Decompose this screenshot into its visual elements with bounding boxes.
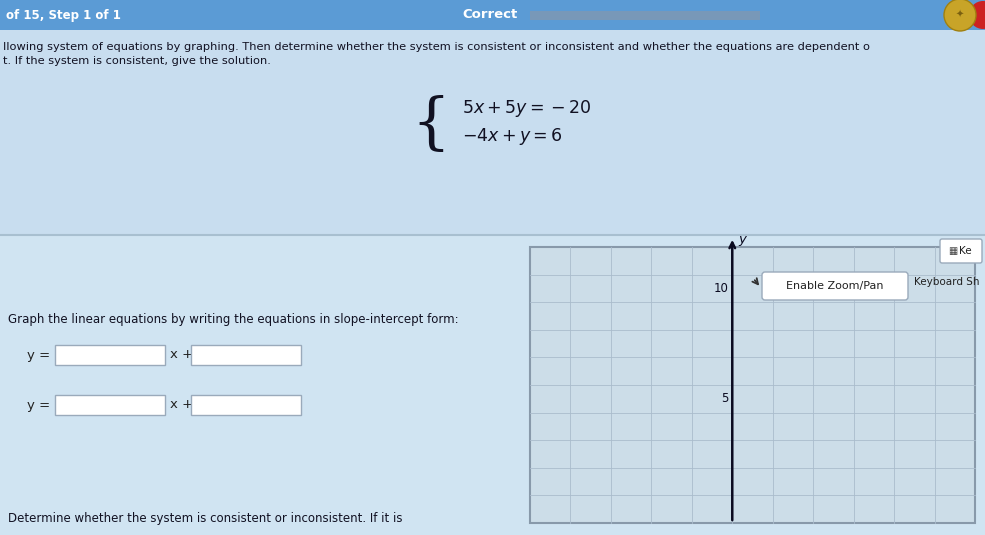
FancyBboxPatch shape [530, 247, 975, 523]
Text: Keyboard Sh: Keyboard Sh [914, 277, 980, 287]
Text: Enable Zoom/Pan: Enable Zoom/Pan [786, 281, 884, 291]
Circle shape [944, 0, 976, 31]
FancyBboxPatch shape [55, 345, 165, 365]
Text: Correct: Correct [462, 9, 518, 21]
FancyBboxPatch shape [940, 239, 982, 263]
Text: Determine whether the system is consistent or inconsistent. If it is: Determine whether the system is consiste… [8, 512, 403, 525]
FancyBboxPatch shape [55, 395, 165, 415]
Text: of 15, Step 1 of 1: of 15, Step 1 of 1 [6, 9, 121, 21]
FancyBboxPatch shape [0, 235, 985, 535]
FancyBboxPatch shape [530, 11, 760, 19]
Text: {: { [411, 95, 450, 155]
FancyBboxPatch shape [191, 345, 301, 365]
Text: x +: x + [170, 348, 193, 362]
Text: $-4x + y = 6$: $-4x + y = 6$ [462, 126, 562, 147]
FancyBboxPatch shape [191, 395, 301, 415]
Text: Ke: Ke [958, 246, 971, 256]
FancyBboxPatch shape [762, 272, 908, 300]
Text: y: y [739, 233, 747, 246]
Text: $5x + 5y = -20$: $5x + 5y = -20$ [462, 98, 592, 119]
Text: Graph the linear equations by writing the equations in slope-intercept form:: Graph the linear equations by writing th… [8, 313, 459, 326]
Text: y =: y = [27, 399, 50, 411]
Text: t. If the system is consistent, give the solution.: t. If the system is consistent, give the… [3, 56, 271, 66]
Text: x +: x + [170, 399, 193, 411]
Text: 10: 10 [713, 282, 728, 295]
Text: y =: y = [27, 348, 50, 362]
Text: llowing system of equations by graphing. Then determine whether the system is co: llowing system of equations by graphing.… [3, 42, 870, 52]
Text: ✦: ✦ [955, 10, 964, 20]
Text: 5: 5 [721, 392, 728, 406]
Circle shape [969, 1, 985, 29]
FancyBboxPatch shape [0, 30, 985, 235]
FancyBboxPatch shape [0, 0, 985, 30]
Text: ▦: ▦ [948, 246, 957, 256]
